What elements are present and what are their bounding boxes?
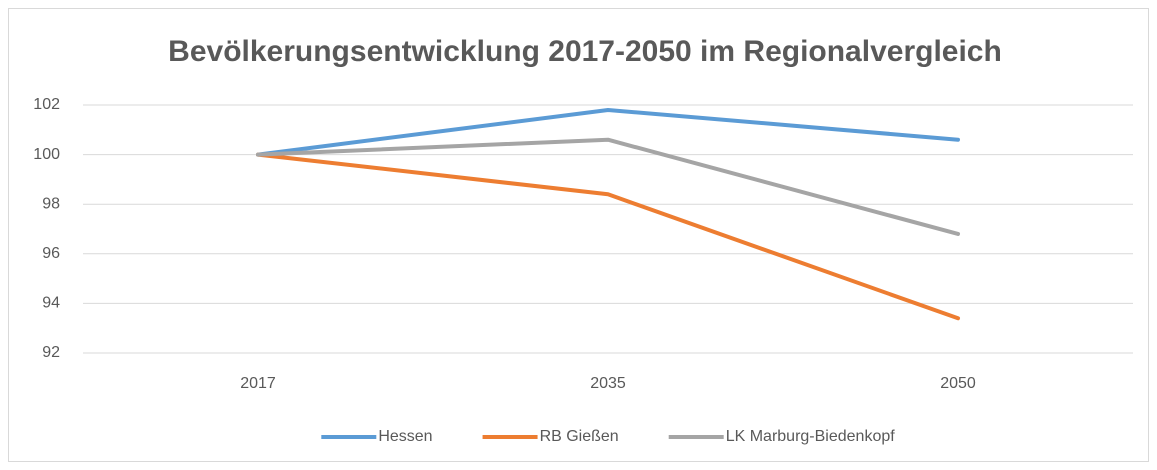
y-tick-label: 92 [42,344,60,361]
series-line [256,137,960,236]
chart-title: Bevölkerungsentwicklung 2017-2050 im Reg… [168,35,1002,68]
legend-label: Hessen [378,428,432,445]
series-line [256,152,960,321]
y-tick-label: 100 [33,146,60,163]
x-tick-label: 2035 [590,375,626,392]
x-tick-label: 2050 [940,375,976,392]
series-line [256,107,960,157]
y-tick-label: 96 [42,245,60,262]
y-tick-label: 98 [42,195,60,212]
legend-label: LK Marburg-Biedenkopf [726,428,896,445]
y-tick-label: 102 [33,96,60,113]
legend-label: RB Gießen [540,428,619,445]
x-tick-label: 2017 [240,375,276,392]
y-tick-label: 94 [42,295,60,312]
chart-border [8,8,1149,462]
